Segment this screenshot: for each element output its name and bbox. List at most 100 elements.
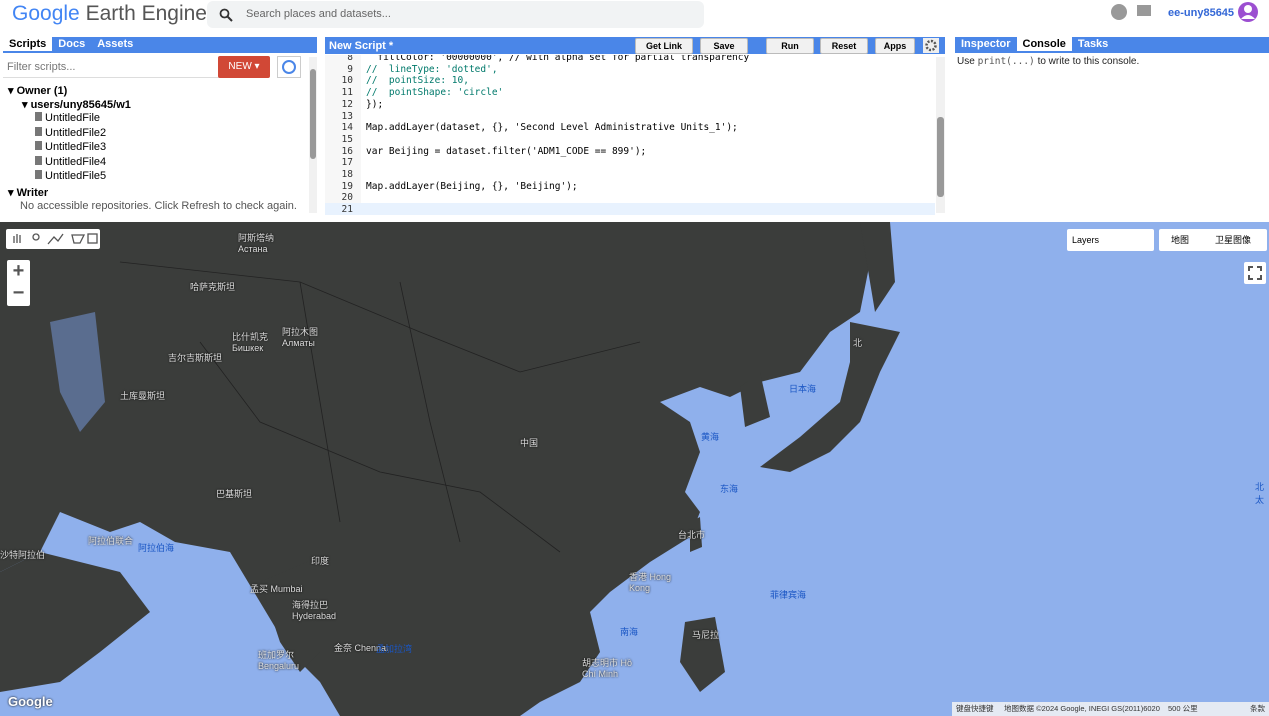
map-label: 日本海 <box>789 384 817 394</box>
map-label: 台北市 <box>678 530 706 540</box>
terms[interactable]: 条款 <box>1250 704 1265 713</box>
tree-writer-note: No accessible repositories. Click Refres… <box>20 200 297 212</box>
logo-google[interactable]: Google <box>12 2 80 25</box>
map-label: 南海 <box>620 627 639 637</box>
map-label: 阿拉伯联合 <box>88 536 134 546</box>
line-number: 16 <box>341 145 353 157</box>
map-label: 香港 Hong Kong <box>629 572 672 593</box>
editor-button[interactable]: Reset <box>820 38 868 54</box>
tree-owner[interactable]: ▾ Owner (1) <box>8 85 68 97</box>
code-line: }); <box>366 98 384 110</box>
tree-file[interactable]: UntitledFile2 <box>35 126 106 139</box>
line-number: 19 <box>341 180 353 192</box>
new-button[interactable]: NEW ▾ <box>218 56 270 78</box>
map-footer: 键盘快捷键 地图数据 ©2024 Google, INEGI GS(2011)6… <box>952 702 1269 716</box>
map-label: 班加罗尔 Bengaluru <box>258 650 300 671</box>
shortcuts[interactable]: 键盘快捷键 <box>956 704 994 713</box>
code-area[interactable]: 8 fillColor: '00000000', // with alpha s… <box>325 55 935 215</box>
line-number: 21 <box>341 204 353 215</box>
map-label: 巴基斯坦 <box>216 489 253 499</box>
logo[interactable]: Google Earth Engine <box>12 2 207 26</box>
search-placeholder: Search places and datasets... <box>246 8 391 20</box>
line-number: 14 <box>341 122 353 134</box>
tab[interactable]: Assets <box>97 38 134 50</box>
gutter <box>325 55 361 215</box>
script-tree: ▾ Owner (1) ▾ users/uny85645/w1 UntitledFi… <box>0 82 308 217</box>
tab[interactable]: Docs <box>58 38 86 50</box>
console-prefix: Use <box>957 56 975 67</box>
map-label: 阿拉木图 Алматы <box>282 327 319 348</box>
file-icon <box>35 155 42 165</box>
code-line: Map.addLayer(Beijing, {}, 'Beijing'); <box>366 180 578 192</box>
tree-repo[interactable]: ▾ users/uny85645/w1 <box>22 99 131 111</box>
console-hint: Use print(...) to write to this console. <box>957 56 1139 67</box>
code-line: // lineType: 'dotted', <box>366 63 498 75</box>
map-label: 胡志明市 Hồ Chí Minh <box>582 658 633 679</box>
map-label: 菲律宾海 <box>770 590 807 600</box>
zoom-in[interactable]: + <box>12 260 25 282</box>
left-scrollbar <box>309 57 317 213</box>
avatar[interactable] <box>1237 1 1259 23</box>
editor-scrollbar <box>936 57 945 213</box>
editor-button[interactable]: Get Link <box>635 38 693 54</box>
map-label: 吉尔吉斯斯坦 <box>168 353 223 363</box>
map-label: 北太 <box>1255 482 1265 505</box>
tab[interactable]: Scripts <box>3 37 53 51</box>
console-code: print(...) <box>977 56 1035 67</box>
right-tabs: Inspector Console Tasks <box>955 37 1269 53</box>
editor-title: New Script * <box>329 40 394 52</box>
map-label: 海得拉巴 Hyderabad <box>292 600 337 621</box>
console-suffix: to write to this console. <box>1037 56 1140 67</box>
file-icon <box>35 141 42 151</box>
new-label[interactable]: NEW <box>228 61 252 72</box>
editor-button[interactable]: Apps <box>875 38 915 54</box>
user-name[interactable]: ee-uny85645 <box>1168 7 1235 19</box>
code-line: var Beijing = dataset.filter('ADM1_CODE … <box>366 145 647 157</box>
zoom-out[interactable]: − <box>12 282 25 304</box>
map-label: 黄海 <box>701 432 720 442</box>
line-number: 18 <box>341 169 353 180</box>
line-number: 20 <box>341 192 353 204</box>
fullscreen-button[interactable] <box>1244 262 1266 284</box>
map-label: 阿斯塔纳 Астана <box>238 233 275 254</box>
active-line <box>325 203 935 215</box>
code-line: fillColor: '00000000', // with alpha set… <box>366 55 750 63</box>
map-label: 沙特阿拉伯 <box>0 550 46 560</box>
map-type-map[interactable]: 地图 <box>1171 235 1190 245</box>
google-watermark: Google <box>8 694 53 709</box>
map[interactable] <box>0 222 1269 716</box>
map-label: 哈萨克斯坦 <box>190 282 236 292</box>
logo-product[interactable]: Earth Engine <box>85 2 207 25</box>
map-label: 阿拉伯海 <box>138 543 175 553</box>
left-tabs: Scripts Docs Assets <box>3 37 317 53</box>
search-box[interactable]: Search places and datasets... <box>207 1 704 28</box>
refresh-button[interactable] <box>277 56 301 78</box>
map-label: 孟加拉湾 <box>376 644 413 654</box>
file-icon <box>35 170 42 180</box>
file-icon <box>35 126 42 136</box>
settings-button[interactable] <box>923 38 939 53</box>
header-icons[interactable] <box>1110 3 1160 21</box>
editor-button[interactable]: Save <box>700 38 748 54</box>
line-number: 8 <box>347 55 353 63</box>
search-icon <box>219 8 233 22</box>
map-type-satellite[interactable]: 卫星图像 <box>1215 235 1252 245</box>
code-line: // pointShape: 'circle' <box>366 87 504 99</box>
filter-input[interactable]: Filter scripts... <box>3 57 219 78</box>
tree-writer[interactable]: ▾ Writer <box>8 187 49 199</box>
layers-button[interactable]: Layers <box>1067 229 1154 251</box>
map-type-control: 地图 卫星图像 <box>1159 229 1267 251</box>
tab[interactable]: Console <box>1016 37 1072 51</box>
tab[interactable]: Tasks <box>1077 38 1109 50</box>
tree-file[interactable]: UntitledFile4 <box>35 155 106 168</box>
drawing-tools[interactable] <box>6 229 100 249</box>
scale: 500 公里 <box>1168 704 1198 713</box>
tree-file[interactable]: UntitledFile <box>35 112 100 124</box>
code-line: // pointSize: 10, <box>366 75 469 87</box>
editor-button[interactable]: Run <box>766 38 814 54</box>
tree-file[interactable]: UntitledFile3 <box>35 141 106 153</box>
tab[interactable]: Inspector <box>961 38 1011 50</box>
line-number: 12 <box>341 98 353 110</box>
tree-file[interactable]: UntitledFile5 <box>35 170 106 182</box>
